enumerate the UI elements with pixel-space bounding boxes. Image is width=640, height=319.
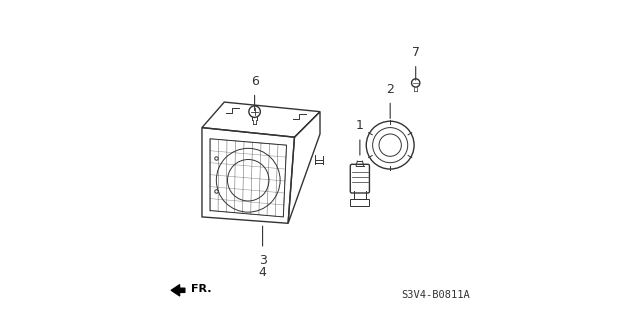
Text: FR.: FR. [191, 284, 211, 294]
Polygon shape [210, 139, 287, 217]
Text: 1: 1 [356, 119, 364, 132]
Text: 3: 3 [259, 254, 266, 267]
FancyArrowPatch shape [172, 285, 185, 296]
Text: S3V4-B0811A: S3V4-B0811A [401, 290, 470, 300]
Bar [350, 199, 369, 206]
Text: 6: 6 [251, 75, 259, 88]
Text: 2: 2 [387, 83, 394, 96]
Text: 7: 7 [412, 46, 420, 59]
Text: 4: 4 [259, 266, 266, 279]
